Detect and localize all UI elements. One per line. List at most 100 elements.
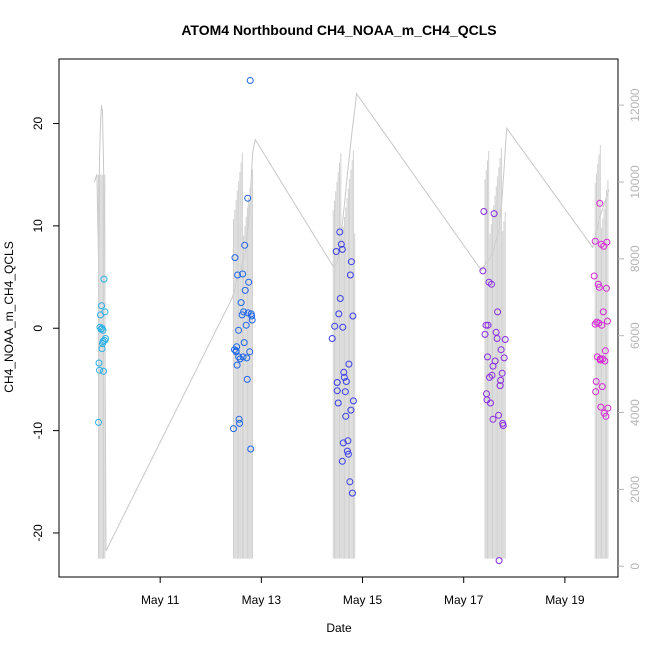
x-tick-label: May 13 — [242, 593, 282, 607]
data-point — [340, 368, 348, 376]
data-point — [235, 326, 243, 334]
data-point — [336, 228, 344, 236]
data-point — [484, 353, 491, 361]
data-point — [344, 450, 352, 458]
y2-tick-label: 12000 — [628, 88, 642, 122]
y-axis-label: CH4_NOAA_m_CH4_QCLS — [2, 241, 16, 392]
data-point — [233, 343, 241, 351]
data-point — [597, 403, 605, 411]
y2-tick-label: 6000 — [628, 322, 642, 349]
data-point — [101, 308, 109, 316]
data-point — [482, 321, 490, 329]
data-point — [338, 245, 346, 253]
x-tick-label: May 17 — [444, 593, 484, 607]
data-point — [497, 376, 505, 384]
data-point — [598, 383, 606, 391]
data-point — [347, 406, 355, 414]
data-point — [331, 322, 339, 330]
data-point — [590, 272, 598, 280]
y2-tick-label: 0 — [628, 563, 642, 570]
data-point — [243, 354, 251, 362]
data-point — [500, 354, 508, 362]
data-point — [598, 321, 606, 329]
data-point — [484, 321, 492, 329]
data-point — [95, 418, 102, 426]
data-point — [603, 238, 611, 246]
data-point — [336, 295, 344, 302]
data-point — [591, 237, 599, 245]
data-point — [488, 371, 496, 379]
data-point — [328, 335, 336, 342]
data-point — [237, 299, 245, 307]
data-point — [481, 330, 489, 338]
data-point — [489, 415, 497, 423]
data-point — [235, 353, 243, 361]
data-point — [479, 267, 487, 275]
data-point — [596, 356, 604, 364]
plot-frame — [58, 58, 619, 578]
data-point — [349, 312, 357, 320]
y-tick-label: 20 — [31, 116, 45, 130]
y-tick-label: 0 — [31, 325, 45, 332]
data-point — [239, 353, 247, 361]
data-point — [246, 77, 254, 84]
data-point — [490, 210, 498, 218]
x-tick-label: May 15 — [343, 593, 383, 607]
data-point — [601, 347, 609, 355]
data-point — [230, 425, 237, 433]
data-point — [98, 345, 106, 353]
data-point — [498, 369, 506, 377]
data-point — [591, 320, 599, 328]
x-tick-label: May 11 — [141, 593, 180, 607]
axes-layer: May 11 May 13 May 15 May 17 May 19 -20 -10 0 10 2… — [31, 58, 642, 607]
data-point — [604, 404, 612, 412]
data-point — [239, 270, 247, 278]
data-point — [231, 254, 239, 262]
data-point — [346, 271, 354, 279]
data-point — [333, 379, 341, 386]
data-point — [95, 359, 103, 367]
data-point — [595, 283, 603, 291]
y2-tick-label: 2000 — [628, 476, 642, 503]
data-point — [596, 199, 604, 207]
data-point — [236, 419, 244, 427]
data-point — [245, 278, 253, 286]
data-point — [497, 346, 505, 354]
data-point — [343, 447, 351, 455]
chart-title: ATOM4 Northbound CH4_NOAA_m_CH4_QCLS — [181, 22, 496, 38]
x-axis-label: Date — [326, 621, 352, 635]
data-point — [491, 357, 499, 365]
data-point — [332, 248, 340, 255]
data-point — [488, 280, 495, 288]
data-point — [483, 390, 490, 398]
x-tick-label: May 19 — [545, 593, 585, 607]
data-point — [346, 478, 354, 486]
data-point — [235, 415, 243, 423]
data-point — [244, 194, 252, 202]
data-point — [333, 387, 341, 395]
data-point — [340, 373, 348, 381]
data-point — [602, 412, 610, 420]
data-point — [501, 336, 509, 343]
data-point — [241, 286, 249, 294]
data-point — [342, 412, 350, 420]
data-point — [96, 366, 103, 374]
y2-tick-label: 8000 — [628, 245, 642, 272]
data-point — [233, 361, 241, 369]
data-point — [480, 208, 488, 215]
data-point — [99, 338, 107, 345]
data-point — [592, 388, 600, 396]
data-point — [243, 375, 251, 383]
data-point — [240, 308, 248, 316]
y2-tick-label: 10000 — [628, 165, 642, 199]
data-point — [240, 339, 248, 347]
data-point — [100, 275, 108, 283]
y-tick-label: 10 — [31, 219, 45, 233]
data-point — [499, 422, 507, 429]
data-point — [347, 258, 355, 266]
data-point — [341, 388, 349, 396]
data-point — [234, 271, 242, 279]
data-point — [601, 357, 609, 365]
